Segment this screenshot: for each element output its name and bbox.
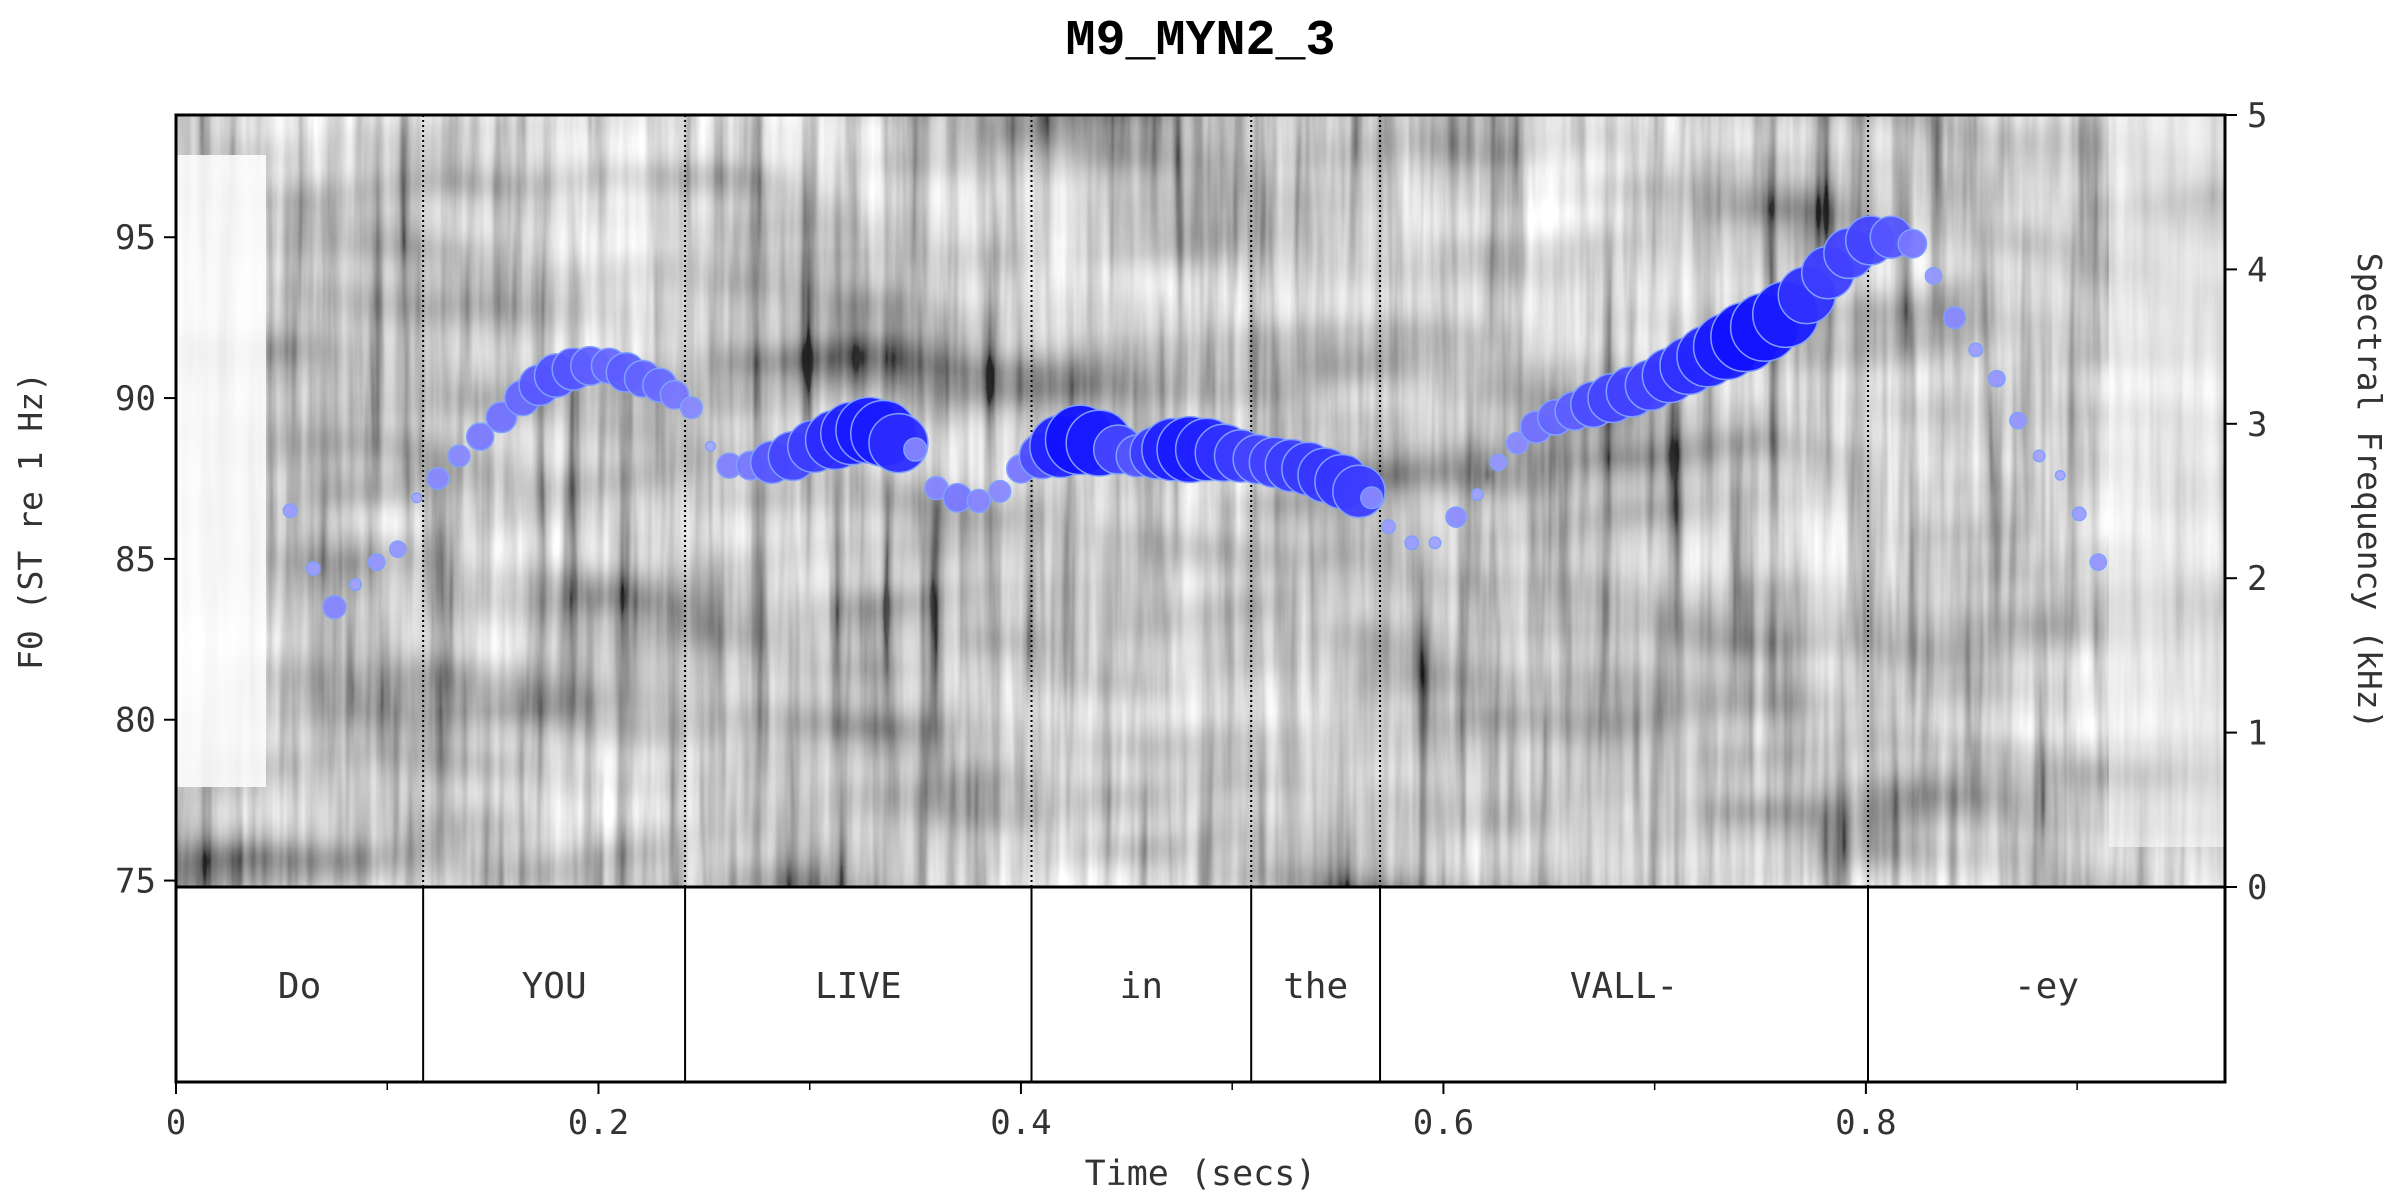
f0-point (322, 594, 347, 620)
f0-point (1968, 342, 1984, 358)
f0-point (388, 540, 407, 559)
y-right-tick-label: 5 (2247, 96, 2267, 136)
word-tier: Do YOU LIVE in the VALL- -ey (278, 887, 2079, 1082)
y-left-tick-label: 95 (115, 218, 156, 258)
f0-point (1924, 266, 1943, 285)
y-left-tick-label: 90 (115, 379, 156, 419)
x-axis-label: Time (secs) (1085, 1154, 1317, 1194)
x-axis: 0 0.2 0.4 0.6 0.8 (166, 1082, 2078, 1143)
f0-point (465, 422, 495, 451)
x-tick-label: 0.2 (568, 1103, 629, 1143)
f0-point (1360, 486, 1384, 510)
y-axis-right: 0 1 2 3 4 5 (2225, 96, 2267, 908)
word-label: LIVE (815, 966, 902, 1007)
word-label: VALL- (1570, 966, 1678, 1007)
f0-point (1381, 519, 1396, 535)
y-right-tick-label: 1 (2247, 714, 2267, 754)
f0-point (447, 444, 471, 468)
f0-point (679, 396, 703, 420)
f0-point (1505, 431, 1529, 455)
f0-point (1404, 535, 1420, 551)
y-right-tick-label: 4 (2247, 250, 2267, 290)
x-tick-label: 0 (166, 1103, 186, 1143)
spectrogram-silence-start (176, 155, 266, 787)
plot-frames (174, 113, 2227, 1084)
y-right-tick-label: 0 (2247, 868, 2267, 908)
f0-point (1988, 369, 2006, 388)
word-label: -ey (2014, 966, 2079, 1007)
f0-point (1943, 306, 1967, 330)
word-label: in (1120, 966, 1163, 1007)
y-axis-right-label: Spectral Frequency (kHz) (2350, 253, 2389, 730)
f0-point (2032, 449, 2046, 463)
f0-point (2054, 469, 2066, 481)
f0-point (1489, 453, 1508, 472)
spectrogram-silence-end (2108, 115, 2225, 847)
x-tick-label: 0.6 (1413, 1103, 1474, 1143)
f0-point (1445, 506, 1467, 528)
word-label: the (1283, 966, 1348, 1007)
word-label: Do (278, 966, 321, 1007)
f0-points (282, 215, 2108, 620)
y-left-tick-label: 75 (115, 862, 156, 902)
f0-point (2089, 553, 2108, 571)
y-left-tick-label: 85 (115, 540, 156, 580)
y-axis-left-label: F0 (ST re 1 Hz) (11, 372, 50, 670)
f0-point (1470, 488, 1484, 502)
f0-point (349, 578, 363, 592)
f0-point (1428, 536, 1442, 550)
y-left-tick-label: 80 (115, 701, 156, 741)
word-label: YOU (522, 966, 587, 1007)
f0-point (704, 440, 716, 452)
f0-point (966, 488, 991, 514)
f0-point (305, 561, 321, 576)
f0-point (282, 503, 298, 519)
f0-point (988, 479, 1012, 503)
y-axis-left: 75 80 85 90 95 (115, 218, 176, 902)
f0-point (1897, 228, 1928, 259)
f0-point (2009, 411, 2027, 430)
f0-point (411, 492, 423, 504)
f0-point (903, 437, 928, 462)
chart-title: M9_MYN2_3 (1065, 13, 1335, 70)
f0-point (367, 553, 386, 571)
x-tick-label: 0.8 (1835, 1103, 1896, 1143)
x-tick-label: 0.4 (990, 1103, 1051, 1143)
y-right-tick-label: 3 (2247, 405, 2267, 445)
f0-point (426, 466, 450, 491)
word-tier-frame (174, 885, 2227, 1084)
f0-point (2071, 506, 2087, 522)
y-right-tick-label: 2 (2247, 559, 2267, 599)
